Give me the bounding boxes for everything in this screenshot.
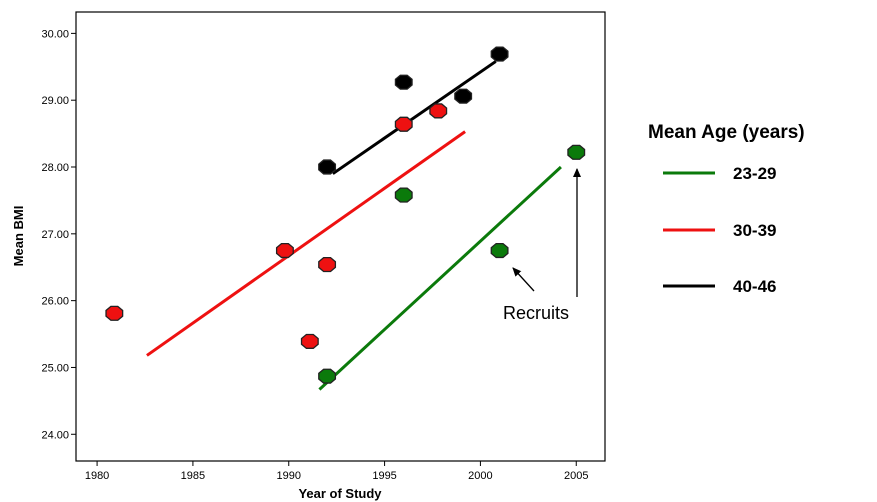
point-30-39-4 bbox=[394, 116, 413, 132]
plot-frame bbox=[75, 11, 606, 462]
point-30-39-3 bbox=[300, 333, 319, 349]
point-23-29-3 bbox=[567, 144, 586, 160]
point-23-29-1 bbox=[394, 187, 413, 203]
point-40-46-0 bbox=[318, 159, 337, 175]
point-40-46-2 bbox=[454, 88, 473, 104]
legend-label-40-46: 40-46 bbox=[733, 277, 776, 296]
point-40-46-3 bbox=[490, 46, 509, 62]
fit-line-30-39 bbox=[146, 130, 466, 357]
point-23-29-2 bbox=[490, 242, 509, 259]
x-axis-ticks: 1980 1985 1990 1995 2000 2005 bbox=[85, 461, 588, 482]
fit-lines bbox=[146, 60, 562, 391]
x-tick-label-1995: 1995 bbox=[372, 470, 396, 482]
x-tick-label-2005: 2005 bbox=[564, 470, 588, 482]
y-tick-label-29: 29.00 bbox=[41, 95, 69, 107]
legend: Mean Age (years) 23-29 30-39 40-46 bbox=[648, 122, 805, 296]
legend-title: Mean Age (years) bbox=[648, 122, 805, 143]
data-points bbox=[105, 46, 586, 384]
y-tick-label-24: 24.00 bbox=[41, 429, 69, 441]
x-tick-label-1985: 1985 bbox=[181, 470, 205, 482]
x-tick-label-2000: 2000 bbox=[468, 470, 492, 482]
y-axis-ticks: 24.00 25.00 26.00 27.00 28.00 29.00 30.00 bbox=[41, 28, 76, 441]
y-tick-label-28: 28.00 bbox=[41, 162, 69, 174]
point-23-29-0 bbox=[318, 368, 337, 384]
legend-label-30-39: 30-39 bbox=[733, 221, 776, 240]
y-tick-label-27: 27.00 bbox=[41, 229, 69, 241]
y-tick-label-25: 25.00 bbox=[41, 362, 69, 374]
point-30-39-2 bbox=[318, 256, 337, 273]
point-30-39-5 bbox=[429, 103, 448, 119]
recruits-arrow-1 bbox=[512, 267, 535, 292]
point-40-46-1 bbox=[394, 74, 413, 90]
legend-label-23-29: 23-29 bbox=[733, 164, 776, 183]
y-tick-label-26: 26.00 bbox=[41, 296, 69, 308]
x-tick-label-1980: 1980 bbox=[85, 470, 109, 482]
point-30-39-1 bbox=[275, 242, 294, 259]
fit-line-23-29 bbox=[318, 165, 562, 391]
x-tick-label-1990: 1990 bbox=[277, 470, 301, 482]
recruits-annotation: Recruits bbox=[503, 303, 569, 323]
y-axis-label: Mean BMI bbox=[11, 206, 26, 267]
point-30-39-0 bbox=[105, 305, 124, 321]
fit-line-40-46 bbox=[331, 60, 497, 175]
x-axis-label: Year of Study bbox=[298, 486, 382, 501]
y-tick-label-30: 30.00 bbox=[41, 28, 69, 40]
